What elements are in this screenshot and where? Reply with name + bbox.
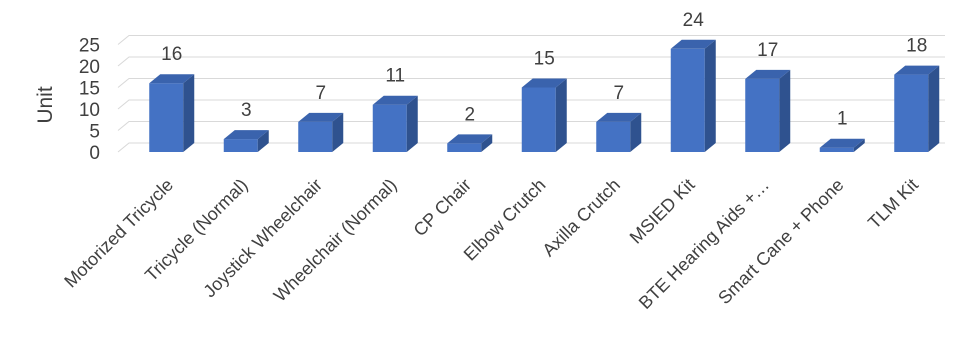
- gridline: [117, 35, 945, 45]
- bar: [372, 95, 418, 152]
- bars: [149, 39, 940, 152]
- y-tick-label: 5: [89, 122, 100, 143]
- category-label: Axilla Crutch: [538, 175, 624, 261]
- data-label: 24: [683, 10, 705, 31]
- bar-side: [257, 130, 269, 152]
- bar: [149, 74, 195, 152]
- bar-front: [223, 139, 258, 152]
- data-label: 11: [385, 66, 405, 87]
- data-labels: 16 3 7 11 2 15 7 24 17 1 18: [161, 10, 927, 130]
- bar-top: [521, 78, 567, 88]
- bar: [298, 112, 344, 152]
- data-label: 1: [837, 109, 848, 130]
- bar-side: [183, 74, 195, 152]
- bar: [819, 138, 865, 152]
- bar: [745, 69, 791, 152]
- bar-front: [298, 121, 333, 152]
- y-tick-label: 15: [79, 79, 100, 100]
- category-label: BTE Hearing Aids +…: [635, 175, 773, 313]
- bar-top: [745, 69, 791, 79]
- data-label: 3: [241, 100, 252, 121]
- bar-side: [555, 78, 567, 152]
- bar-front: [149, 83, 184, 152]
- data-label: 17: [757, 40, 778, 61]
- bar-top: [149, 74, 195, 84]
- y-tick-label: 25: [79, 36, 100, 57]
- bar-top: [596, 112, 642, 122]
- bar-top: [223, 130, 269, 140]
- data-label: 7: [315, 83, 326, 104]
- bar-front: [596, 121, 631, 152]
- y-tick-label: 10: [79, 100, 100, 121]
- bar: [223, 130, 269, 152]
- bar-side: [779, 69, 791, 152]
- data-label: 7: [613, 83, 624, 104]
- bar: [670, 39, 716, 152]
- category-label: CP Chair: [410, 175, 476, 241]
- bar-front: [372, 104, 407, 152]
- bar-top: [447, 134, 493, 144]
- bar: [894, 65, 940, 152]
- bar-side: [406, 95, 418, 152]
- bar-front: [745, 78, 780, 152]
- bar-side: [630, 112, 642, 152]
- y-tick-label: 20: [79, 57, 100, 78]
- category-label: Smart Cane + Phone: [714, 175, 847, 308]
- bar-side: [853, 138, 865, 152]
- bar-front: [894, 74, 929, 152]
- bar-side: [704, 39, 716, 152]
- bar: [447, 134, 493, 152]
- bar-top: [298, 112, 344, 122]
- bar-side: [481, 134, 493, 152]
- bar-side: [928, 65, 940, 152]
- bar-front: [447, 143, 482, 152]
- bar-top: [894, 65, 940, 75]
- y-tick-label: 0: [89, 143, 100, 164]
- data-label: 16: [161, 44, 182, 65]
- bar-side: [332, 112, 344, 152]
- bar-top: [670, 39, 716, 49]
- bar-front: [521, 87, 556, 152]
- data-label: 2: [464, 104, 475, 125]
- bar-top: [372, 95, 418, 105]
- bar: [521, 78, 567, 152]
- bar-front: [670, 48, 705, 152]
- bar-front: [819, 147, 854, 152]
- y-axis-label: Unit: [34, 86, 57, 124]
- gridline: [117, 56, 945, 67]
- category-label: TLM Kit: [864, 175, 922, 233]
- bar-top: [819, 138, 865, 148]
- data-label: 18: [906, 36, 927, 57]
- data-label: 15: [534, 49, 555, 70]
- category-label: Wheelchair (Normal): [270, 175, 401, 306]
- category-label: MSIED Kit: [626, 175, 699, 248]
- bar: [596, 112, 642, 152]
